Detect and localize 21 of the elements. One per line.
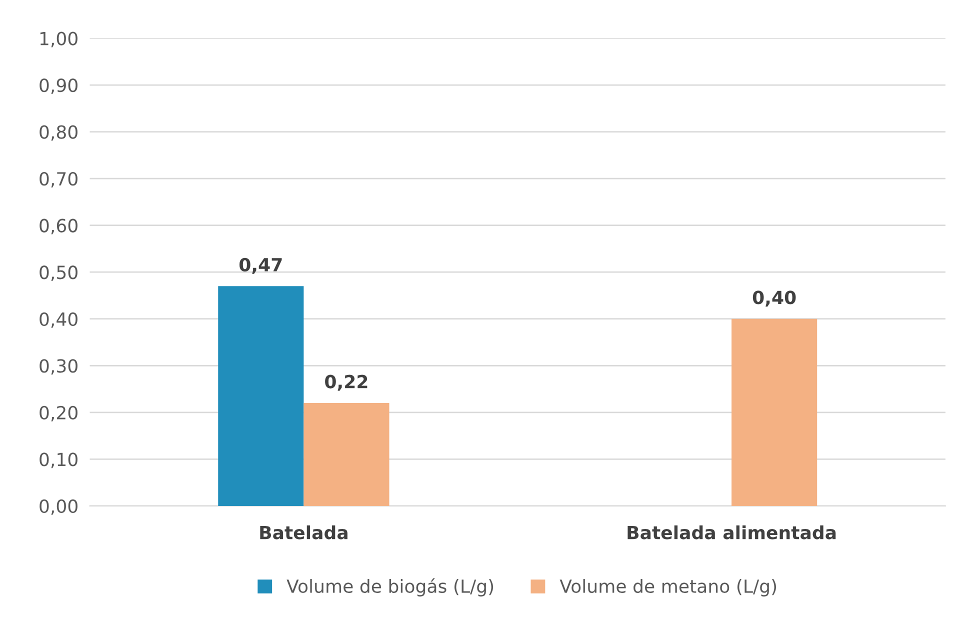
legend-label: Volume de biogás (L/g) bbox=[286, 578, 494, 597]
legend-label: Volume de metano (L/g) bbox=[560, 579, 776, 597]
y-tick-label: 0,00 bbox=[40, 499, 78, 515]
y-tick-label: 0,70 bbox=[40, 172, 78, 188]
bar bbox=[732, 318, 818, 506]
y-tick-label: 0,40 bbox=[40, 312, 78, 328]
bar bbox=[304, 403, 390, 506]
y-tick-label: 0,20 bbox=[40, 406, 78, 422]
x-tick-label: Batelada alimentada bbox=[628, 525, 836, 540]
data-label: 0,47 bbox=[239, 258, 282, 274]
y-tick-label: 1,00 bbox=[40, 32, 78, 48]
y-tick-label: 0,90 bbox=[40, 78, 78, 94]
data-label: 0,40 bbox=[752, 290, 796, 307]
y-tick-label: 0,10 bbox=[40, 452, 78, 468]
x-tick-label: Batelada bbox=[260, 525, 348, 540]
y-tick-label: 0,50 bbox=[40, 266, 78, 282]
y-tick-label: 0,80 bbox=[40, 125, 78, 141]
bar bbox=[218, 286, 304, 506]
data-label: 0,22 bbox=[325, 374, 368, 391]
y-tick-label: 0,60 bbox=[40, 218, 78, 234]
y-tick-label: 0,30 bbox=[40, 359, 78, 375]
